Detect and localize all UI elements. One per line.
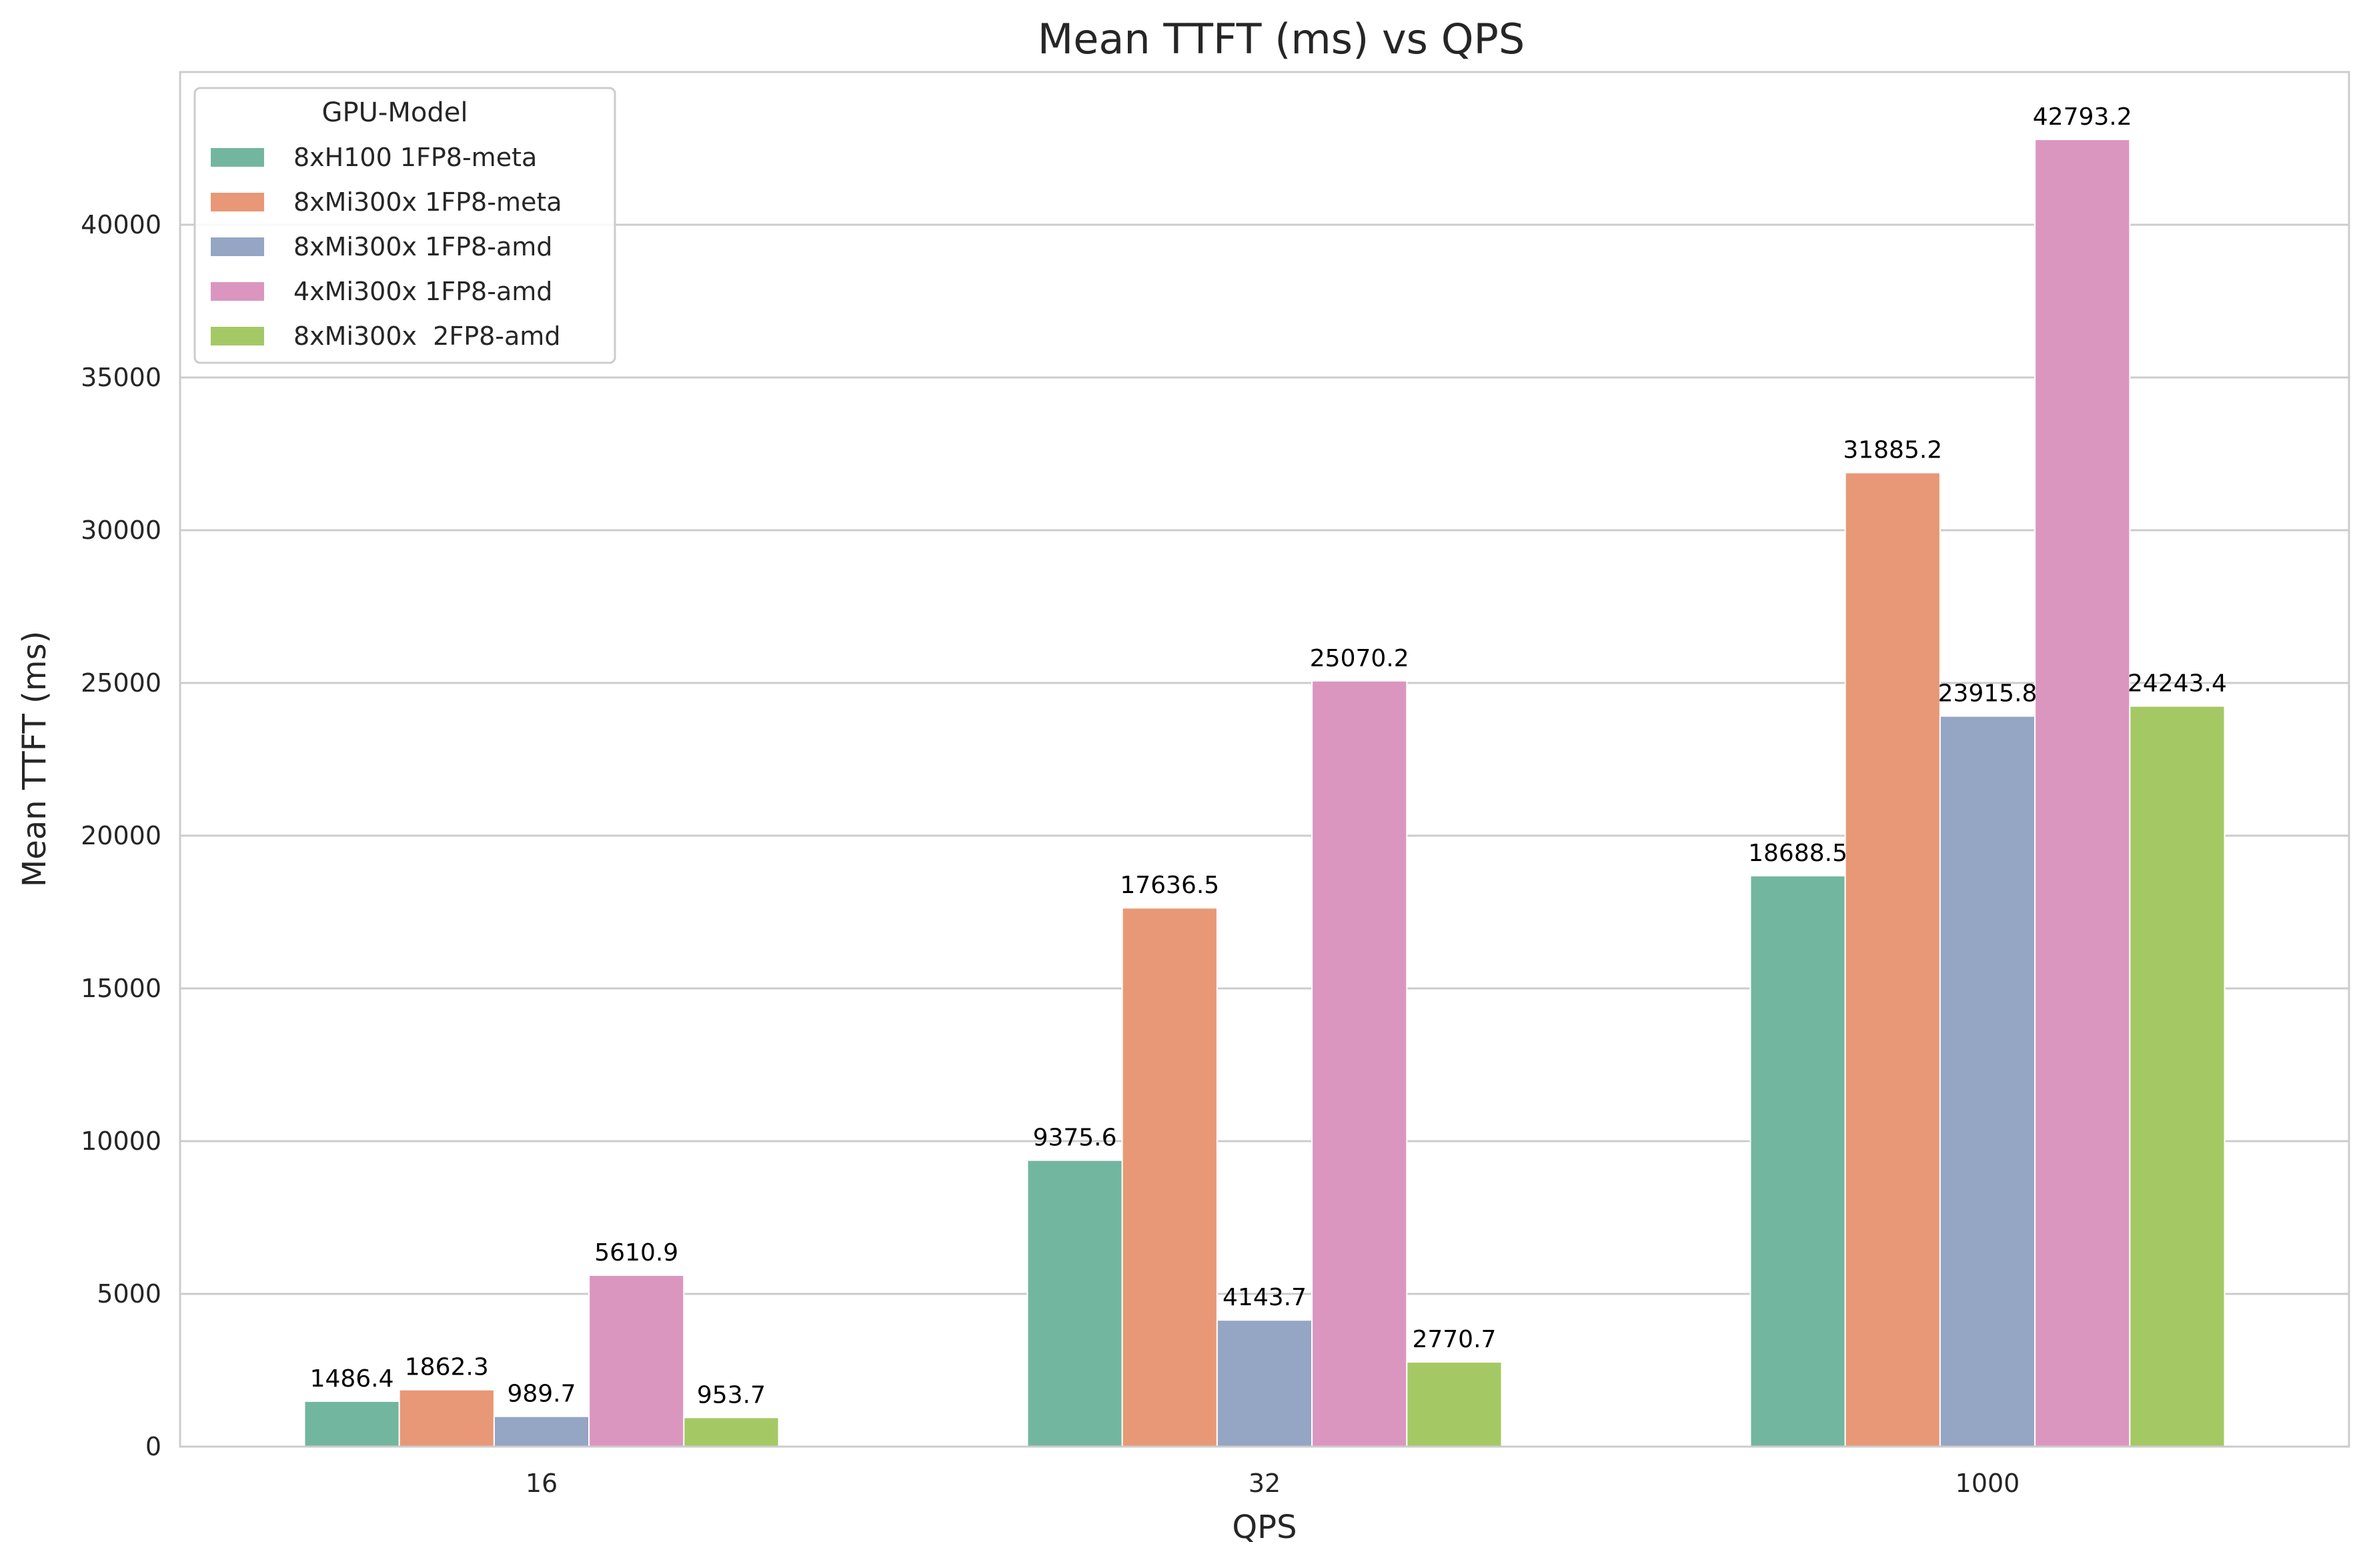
x-tick-label-1000: 1000 xyxy=(1955,1469,2020,1498)
x-axis-ticks: 16 32 1000 xyxy=(526,1469,2020,1498)
legend-title: GPU-Model xyxy=(322,97,468,128)
bar-series0-cat1 xyxy=(1026,1159,1123,1447)
legend-swatch-2 xyxy=(211,237,264,256)
legend-label-2: 8xMi300x 1FP8-amd xyxy=(293,232,552,261)
data-label-series4-cat2: 24243.4 xyxy=(2128,670,2227,698)
legend-swatch-4 xyxy=(211,327,264,345)
data-label-series4-cat1: 2770.7 xyxy=(1412,1326,1496,1353)
y-tick-label-5: 25000 xyxy=(81,668,161,698)
legend-frame xyxy=(193,87,616,364)
data-label-series3-cat0: 5610.9 xyxy=(594,1239,678,1267)
bar-series3-cat0 xyxy=(588,1275,685,1447)
bar-series4-cat1 xyxy=(1406,1361,1503,1447)
data-label-series3-cat1: 25070.2 xyxy=(1310,645,1409,672)
bar-series1-cat0 xyxy=(398,1389,495,1447)
legend-label-1: 8xMi300x 1FP8-meta xyxy=(293,187,562,217)
data-label-series3-cat2: 42793.2 xyxy=(2033,103,2132,131)
legend-items: 8xH100 1FP8-meta 8xMi300x 1FP8-meta 8xMi30… xyxy=(211,143,562,351)
bar-series2-cat1 xyxy=(1216,1319,1313,1447)
legend-label-4: 8xMi300x 2FP8-amd xyxy=(293,321,560,351)
data-label-series2-cat2: 23915.8 xyxy=(1938,680,2038,708)
y-tick-label-2: 10000 xyxy=(81,1126,161,1156)
data-label-series1-cat0: 1862.3 xyxy=(405,1354,489,1381)
y-tick-label-3: 15000 xyxy=(81,974,161,1003)
y-tick-label-7: 35000 xyxy=(81,363,161,392)
x-tick-label-16: 16 xyxy=(526,1469,558,1498)
bar-series4-cat2 xyxy=(2129,705,2226,1447)
bar-series1-cat2 xyxy=(1844,472,1941,1447)
data-label-series0-cat2: 18688.5 xyxy=(1748,840,1847,867)
data-label-series4-cat0: 953.7 xyxy=(697,1381,766,1409)
legend-label-0: 8xH100 1FP8-meta xyxy=(293,143,537,172)
legend-label-3: 4xMi300x 1FP8-amd xyxy=(293,277,552,306)
bar-series0-cat0 xyxy=(303,1400,400,1447)
bar-series2-cat2 xyxy=(1939,715,2036,1447)
legend-swatch-0 xyxy=(211,148,264,167)
chart-title: Mean TTFT (ms) vs QPS xyxy=(1038,15,1525,63)
x-axis-label: QPS xyxy=(1232,1509,1297,1546)
bar-series4-cat0 xyxy=(683,1417,780,1448)
legend: GPU-Model 8xH100 1FP8-meta 8xMi300x 1FP8-… xyxy=(193,87,616,364)
data-label-series0-cat1: 9375.6 xyxy=(1033,1124,1117,1152)
data-label-series1-cat1: 17636.5 xyxy=(1120,872,1219,899)
y-tick-label-6: 30000 xyxy=(81,516,161,545)
bar-series1-cat1 xyxy=(1121,907,1218,1447)
y-tick-label-4: 20000 xyxy=(81,821,161,850)
data-labels: 1486.4 9375.6 18688.5 1862.3 17636.5 31885.2 9… xyxy=(310,103,2227,1409)
y-tick-label-0: 0 xyxy=(145,1432,161,1461)
y-tick-label-1: 5000 xyxy=(97,1279,161,1309)
legend-swatch-1 xyxy=(211,193,264,211)
bar-series2-cat0 xyxy=(493,1415,590,1447)
plot-frame xyxy=(179,71,2350,1448)
y-axis-ticks: 0 5000 10000 15000 20000 25000 30000 35000 40000 xyxy=(81,210,161,1461)
data-label-series2-cat0: 989.7 xyxy=(507,1381,576,1408)
data-label-series0-cat0: 1486.4 xyxy=(310,1365,394,1393)
y-axis-label: Mean TTFT (ms) xyxy=(16,631,53,887)
bar-series3-cat2 xyxy=(2034,139,2131,1448)
bar-series0-cat2 xyxy=(1749,875,1846,1447)
x-tick-label-32: 32 xyxy=(1249,1469,1281,1498)
data-label-series1-cat2: 31885.2 xyxy=(1843,437,1942,464)
y-tick-label-8: 40000 xyxy=(81,210,161,239)
legend-swatch-3 xyxy=(211,282,264,301)
data-label-series2-cat1: 4143.7 xyxy=(1223,1284,1307,1311)
bars xyxy=(303,139,2226,1448)
bar-series3-cat1 xyxy=(1311,680,1408,1448)
